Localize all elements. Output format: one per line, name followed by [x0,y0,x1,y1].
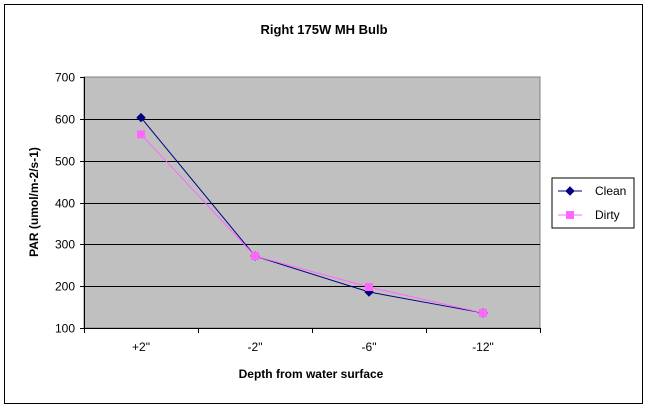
legend: Clean Dirty [551,177,635,229]
legend-label: Dirty [595,208,620,222]
legend-label: Clean [595,184,626,198]
legend-item-clean: Clean [558,184,626,198]
legend-box [551,177,635,229]
y-tick-label: 500 [55,155,75,169]
y-ticks: 100 200 300 400 500 600 700 [55,71,85,336]
series-dirty [137,130,487,317]
y-tick-label: 200 [55,280,75,294]
data-point [137,130,145,139]
legend-marker [566,211,574,219]
x-tick-label: -2" [248,340,263,354]
series-line [140,133,484,314]
y-tick-label: 700 [55,71,75,85]
y-tick-label: 600 [55,113,75,127]
legend-item-dirty: Dirty [558,208,620,222]
legend-marker [565,186,575,196]
x-tick-label: -12" [472,340,494,354]
series-line [140,117,484,314]
legend-entries: Clean Dirty [558,184,626,222]
data-point [365,283,373,292]
y-tick-label: 300 [55,238,75,252]
plot-area [83,76,541,329]
x-tick-label: +2" [132,340,150,354]
data-point [136,112,146,123]
data-point [251,252,259,261]
chart-title: Right 175W MH Bulb [260,22,387,37]
grid-layer [84,119,540,287]
series-layer [136,112,488,318]
y-tick-label: 100 [55,322,75,336]
x-axis-label: Depth from water surface [239,367,384,381]
x-tick-label: -6" [362,340,377,354]
x-ticks: +2" -2" -6" -12" [84,328,541,354]
y-axis-label: PAR (umol/m-2/s-1) [27,147,41,257]
y-tick-label: 400 [55,197,75,211]
data-point [479,308,487,317]
